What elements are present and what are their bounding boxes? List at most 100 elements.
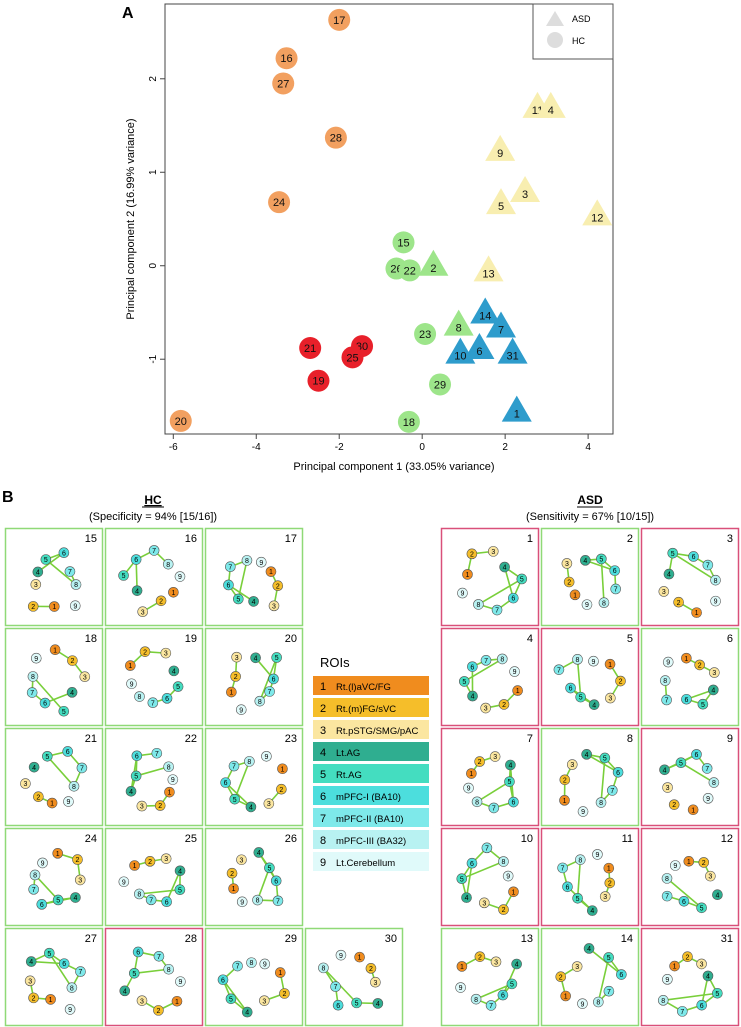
roi-node-8: 8 bbox=[657, 995, 669, 1006]
roi-node-label: 9 bbox=[178, 979, 182, 986]
point-triangle bbox=[443, 309, 474, 336]
roi-node-4: 4 bbox=[66, 687, 78, 698]
point-circle bbox=[324, 126, 347, 149]
point-triangle bbox=[510, 175, 541, 202]
network-frame bbox=[640, 627, 740, 727]
roi-node-label: 5 bbox=[132, 971, 136, 978]
roi-node-label: 6 bbox=[62, 550, 66, 557]
roi-node-label: 8 bbox=[712, 780, 716, 787]
roi-node-label: 7 bbox=[276, 898, 280, 905]
roi-node-9: 9 bbox=[670, 860, 681, 871]
roi-node-label: 8 bbox=[663, 678, 667, 685]
roi-node-label: 7 bbox=[495, 608, 499, 615]
roi-name: Rt.pSTG/SMG/pAC bbox=[336, 726, 418, 737]
roi-node-4: 4 bbox=[467, 690, 478, 702]
subject-id: 25 bbox=[185, 833, 197, 845]
roi-node-4: 4 bbox=[241, 1006, 253, 1018]
data-point-15: 15 bbox=[392, 231, 415, 254]
network-edge bbox=[139, 888, 181, 895]
roi-legend-item-4: 4 Lt.AG bbox=[313, 742, 429, 761]
roi-node-label: 7 bbox=[706, 563, 710, 570]
roi-node-5: 5 bbox=[130, 770, 142, 782]
roi-node-7: 7 bbox=[148, 545, 160, 556]
roi-node-label: 5 bbox=[47, 951, 51, 958]
roi-node-7: 7 bbox=[491, 604, 503, 616]
roi-node-1: 1 bbox=[354, 951, 365, 963]
roi-node-9: 9 bbox=[592, 849, 603, 860]
roi-node-2: 2 bbox=[72, 854, 83, 865]
roi-node-6: 6 bbox=[270, 875, 282, 887]
network-edge bbox=[503, 566, 515, 599]
roi-swatch bbox=[313, 808, 429, 827]
roi-node-label: 1 bbox=[281, 766, 285, 773]
roi-node-6: 6 bbox=[507, 592, 519, 604]
roi-swatch bbox=[313, 676, 429, 695]
point-triangle bbox=[486, 311, 516, 338]
roi-node-3: 3 bbox=[236, 854, 247, 866]
subject-network-16: 16 1 2 3 4 5 6 7 8 9 bbox=[104, 527, 204, 627]
point-label: 29 bbox=[434, 379, 446, 391]
panel-a-label: A bbox=[122, 5, 134, 22]
roi-node-label: 2 bbox=[567, 580, 571, 587]
roi-node-label: 4 bbox=[257, 850, 261, 857]
roi-node-label: 7 bbox=[680, 1009, 684, 1016]
roi-node-5: 5 bbox=[271, 652, 282, 663]
roi-node-2: 2 bbox=[279, 988, 290, 999]
roi-node-5: 5 bbox=[459, 676, 470, 687]
roi-node-label: 4 bbox=[135, 588, 139, 595]
roi-node-2: 2 bbox=[276, 783, 287, 795]
point-label: 1 bbox=[514, 409, 520, 421]
roi-node-6: 6 bbox=[609, 565, 621, 576]
roi-node-label: 4 bbox=[376, 1001, 380, 1008]
rois-title: ROIs bbox=[320, 655, 350, 670]
legend-triangle-icon bbox=[546, 11, 564, 26]
roi-node-7: 7 bbox=[480, 655, 492, 666]
roi-node-9: 9 bbox=[30, 652, 42, 664]
roi-node-label: 1 bbox=[269, 569, 273, 576]
roi-node-2: 2 bbox=[498, 699, 510, 710]
point-label: 6 bbox=[476, 346, 482, 358]
roi-node-4: 4 bbox=[712, 889, 723, 900]
roi-node-label: 5 bbox=[44, 557, 48, 564]
roi-node-5: 5 bbox=[58, 705, 70, 717]
network-edge bbox=[663, 992, 718, 1002]
roi-name: mPFC-I (BA10) bbox=[336, 792, 401, 803]
point-circle bbox=[397, 410, 420, 433]
roi-number: 6 bbox=[320, 791, 326, 803]
y-tick-label: 2 bbox=[148, 76, 159, 82]
roi-node-8: 8 bbox=[163, 963, 174, 975]
roi-node-7: 7 bbox=[603, 985, 615, 997]
roi-node-label: 6 bbox=[274, 878, 278, 885]
roi-node-4: 4 bbox=[708, 684, 719, 696]
roi-node-label: 8 bbox=[138, 694, 142, 701]
roi-node-label: 6 bbox=[227, 583, 231, 590]
roi-node-7: 7 bbox=[330, 981, 341, 992]
roi-node-label: 6 bbox=[501, 993, 505, 1000]
roi-node-6: 6 bbox=[691, 749, 702, 760]
roi-node-8: 8 bbox=[572, 654, 583, 665]
roi-node-label: 8 bbox=[602, 600, 606, 607]
roi-node-2: 2 bbox=[67, 655, 78, 666]
roi-node-label: 7 bbox=[268, 689, 272, 696]
roi-node-label: 7 bbox=[232, 764, 236, 771]
data-point-16: 16 bbox=[275, 47, 298, 70]
roi-node-label: 2 bbox=[478, 759, 482, 766]
point-label: 7 bbox=[498, 325, 504, 337]
roi-node-1: 1 bbox=[164, 786, 175, 798]
roi-node-3: 3 bbox=[263, 798, 275, 809]
roi-node-label: 8 bbox=[72, 784, 76, 791]
roi-node-label: 1 bbox=[608, 662, 612, 669]
roi-node-label: 9 bbox=[68, 1007, 72, 1014]
roi-node-1: 1 bbox=[669, 960, 680, 972]
subject-network-19: 19 1 2 3 4 56 7 89 bbox=[104, 627, 204, 727]
roi-node-4: 4 bbox=[245, 801, 257, 813]
roi-node-4: 4 bbox=[659, 764, 670, 776]
roi-node-6: 6 bbox=[681, 693, 692, 705]
roi-number: 3 bbox=[320, 725, 326, 737]
roi-node-4: 4 bbox=[499, 561, 510, 573]
roi-node-label: 8 bbox=[245, 558, 249, 565]
roi-node-label: 8 bbox=[167, 764, 171, 771]
network-edge bbox=[461, 860, 504, 880]
network-frame bbox=[204, 627, 304, 727]
